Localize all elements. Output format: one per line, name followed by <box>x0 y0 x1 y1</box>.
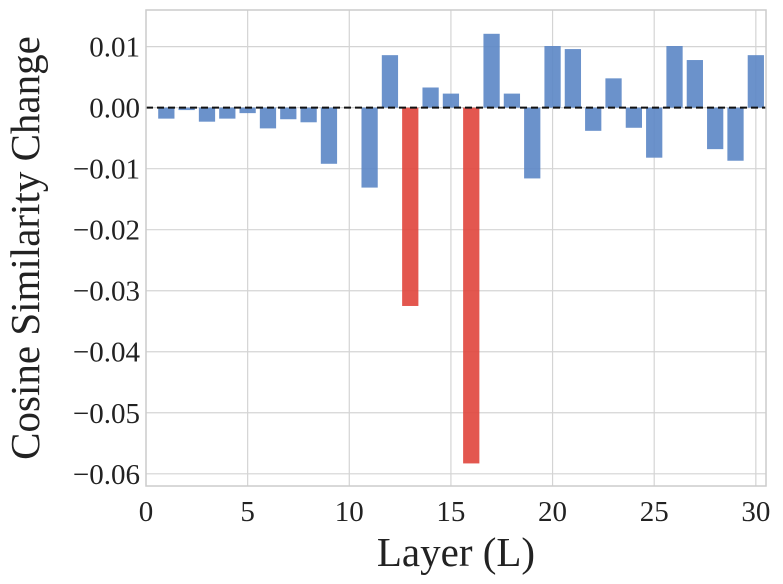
bars <box>158 33 764 464</box>
bar-layer-18 <box>503 93 521 108</box>
x-tick-label: 30 <box>741 496 770 528</box>
bar-layer-22 <box>585 107 602 131</box>
bar-layer-28 <box>707 107 724 150</box>
bar-layer-29 <box>727 107 744 161</box>
bar-layer-21 <box>564 49 582 108</box>
bar-layer-14 <box>422 87 439 108</box>
bar-layer-8 <box>300 107 317 123</box>
plot-frame <box>145 9 767 487</box>
y-tick-label: −0.02 <box>73 215 140 247</box>
bar-layer-30 <box>747 55 764 108</box>
x-tick-label: 10 <box>335 496 364 528</box>
bar-layer-12 <box>381 55 399 108</box>
y-tick-label: 0.01 <box>89 32 140 64</box>
bar-layer-4 <box>219 107 236 119</box>
bar-layer-25 <box>646 107 663 158</box>
bar-layer-1 <box>158 107 175 119</box>
bar-layer-9 <box>320 107 338 164</box>
x-axis-label: Layer (L) <box>377 529 535 575</box>
y-tick-label: −0.06 <box>73 459 140 491</box>
y-tick-label: −0.01 <box>73 154 140 186</box>
bar-layer-5 <box>239 107 256 114</box>
bar-layer-26 <box>666 46 683 108</box>
bar-layer-24 <box>625 107 642 128</box>
x-tick-label: 25 <box>640 496 669 528</box>
y-tick-label: −0.03 <box>73 276 140 308</box>
bar-layer-23 <box>605 78 622 108</box>
highlighted-bar-layer-13 <box>402 107 419 306</box>
bar-layer-17 <box>483 33 500 108</box>
bar-layer-27 <box>686 60 703 108</box>
x-tick-label: 5 <box>240 496 255 528</box>
x-tick-label: 15 <box>436 496 465 528</box>
x-tick-label: 0 <box>139 496 154 528</box>
bar-layer-15 <box>442 93 460 108</box>
bar-layer-6 <box>259 107 277 129</box>
x-tick-label: 20 <box>538 496 567 528</box>
bar-layer-2 <box>178 107 195 111</box>
y-axis-label: Cosine Similarity Change <box>2 36 48 460</box>
y-tick-label: 0.00 <box>89 93 140 125</box>
bar-layer-7 <box>280 107 297 120</box>
bar-layer-20 <box>544 46 561 108</box>
y-tick-label: −0.04 <box>73 337 141 369</box>
x-tick-labels: 0 5 10 15 20 25 30 <box>139 496 771 528</box>
bar-layer-19 <box>524 107 541 179</box>
y-tick-label: −0.05 <box>73 398 140 430</box>
bar-layer-3 <box>198 107 216 122</box>
highlighted-bar-layer-16 <box>463 107 480 464</box>
bar-layer-11 <box>361 107 378 188</box>
y-tick-labels: 0.01 0.00 −0.01 −0.02 −0.03 −0.04 −0.05 −0.06 <box>73 32 141 491</box>
